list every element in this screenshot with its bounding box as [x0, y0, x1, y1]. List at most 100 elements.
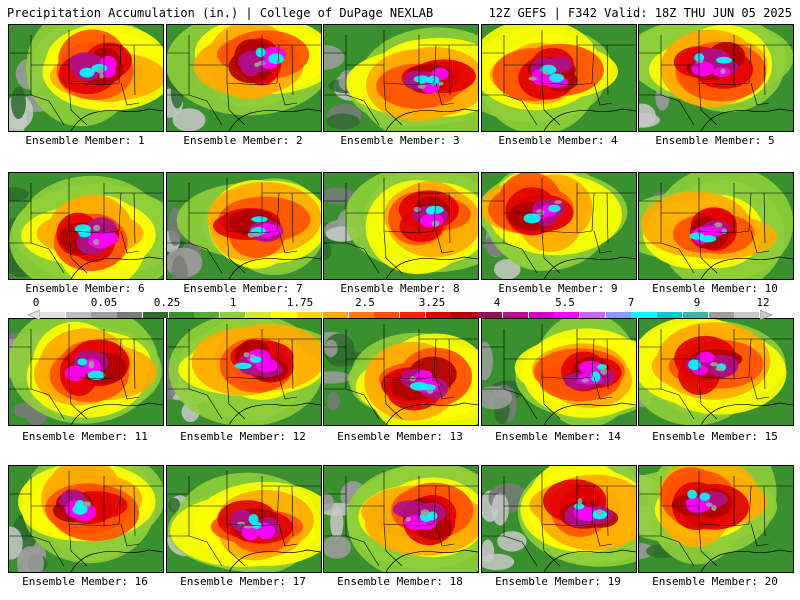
member-map-panel [8, 24, 164, 132]
colorbar-tick-label: 1 [229, 296, 237, 309]
member-caption: Ensemble Member: 9 [498, 282, 618, 295]
precip-map [324, 466, 478, 572]
colorbar-tick-label: 4 [493, 296, 501, 309]
colorbar-tick-label: 0.25 [153, 296, 181, 309]
precip-map [482, 173, 636, 279]
member-caption: Ensemble Member: 13 [337, 430, 463, 443]
member-caption: Ensemble Member: 12 [180, 430, 306, 443]
member-map-panel [481, 465, 637, 573]
colorbar-tick-label: 2.5 [355, 296, 375, 309]
colorbar-swatch [297, 312, 324, 318]
colorbar-swatch [374, 312, 401, 318]
member-map-panel [481, 172, 637, 280]
member-map-panel [8, 465, 164, 573]
chart-title: Precipitation Accumulation (in.) | Colle… [7, 6, 434, 20]
precip-map [324, 173, 478, 279]
colorbar-swatch [348, 312, 375, 318]
run-valid-time: 12Z GEFS | F342 Valid: 18Z THU JUN 05 20… [488, 6, 792, 20]
colorbar-swatch [168, 312, 195, 318]
precip-map [639, 466, 793, 572]
member-caption: Ensemble Member: 10 [652, 282, 778, 295]
colorbar-tick-label: 1.75 [286, 296, 314, 309]
precip-map [9, 25, 163, 131]
colorbar-swatch [734, 312, 761, 318]
colorbar-swatch [708, 312, 735, 318]
precip-map [482, 319, 636, 425]
precip-map [324, 25, 478, 131]
colorbar-swatch [117, 312, 144, 318]
colorbar-tick-label: 3.25 [418, 296, 446, 309]
member-map-panel [166, 465, 322, 573]
member-caption: Ensemble Member: 15 [652, 430, 778, 443]
colorbar-swatch [425, 312, 452, 318]
colorbar-tick-label: 0.05 [90, 296, 118, 309]
colorbar-swatch [142, 312, 170, 318]
precip-map [167, 25, 321, 131]
member-map-panel [166, 172, 322, 280]
member-map-panel [166, 318, 322, 426]
member-map-panel [166, 24, 322, 132]
colorbar-swatch [400, 312, 427, 318]
colorbar-tick-label: 7 [627, 296, 635, 309]
precip-map [9, 466, 163, 572]
colorbar-swatch [657, 312, 684, 318]
member-caption: Ensemble Member: 1 [25, 134, 145, 147]
colorbar-tick-label: 12 [756, 296, 770, 309]
member-caption: Ensemble Member: 3 [340, 134, 460, 147]
member-map-panel [8, 318, 164, 426]
member-map-panel [323, 24, 479, 132]
colorbar-swatch [322, 312, 350, 318]
colorbar-swatch [528, 312, 555, 318]
colorbar-swatch [271, 312, 298, 318]
member-caption: Ensemble Member: 2 [183, 134, 303, 147]
precip-map [167, 319, 321, 425]
colorbar-tick-label: 9 [693, 296, 701, 309]
member-map-panel [8, 172, 164, 280]
member-caption: Ensemble Member: 18 [337, 575, 463, 588]
precip-map [482, 25, 636, 131]
member-caption: Ensemble Member: 14 [495, 430, 621, 443]
precip-map [482, 466, 636, 572]
member-map-panel [323, 465, 479, 573]
colorbar-swatch [91, 312, 118, 318]
member-map-panel [638, 24, 794, 132]
colorbar-swatch [554, 312, 581, 318]
member-map-panel [323, 318, 479, 426]
colorbar-left-arrow [28, 310, 40, 320]
member-caption: Ensemble Member: 5 [655, 134, 775, 147]
member-caption: Ensemble Member: 4 [498, 134, 618, 147]
colorbar-swatch [580, 312, 607, 318]
colorbar-right-arrow [760, 310, 772, 320]
colorbar-swatch [682, 312, 710, 318]
colorbar-swatch [605, 312, 632, 318]
colorbar-swatch [477, 312, 504, 318]
member-caption: Ensemble Member: 20 [652, 575, 778, 588]
member-map-panel [481, 24, 637, 132]
member-map-panel [323, 172, 479, 280]
member-map-panel [481, 318, 637, 426]
colorbar-swatch [220, 312, 247, 318]
colorbar-swatch [194, 312, 221, 318]
precip-map [167, 173, 321, 279]
colorbar-swatch [502, 312, 530, 318]
member-caption: Ensemble Member: 8 [340, 282, 460, 295]
precip-map [324, 319, 478, 425]
precipitation-colorbar [40, 312, 761, 318]
colorbar-swatch [40, 312, 67, 318]
precip-map [639, 319, 793, 425]
member-caption: Ensemble Member: 19 [495, 575, 621, 588]
colorbar-tick-label: 0 [32, 296, 40, 309]
precip-map [9, 319, 163, 425]
member-map-panel [638, 172, 794, 280]
colorbar-swatch [451, 312, 478, 318]
member-map-panel [638, 318, 794, 426]
member-caption: Ensemble Member: 17 [180, 575, 306, 588]
colorbar-swatch [245, 312, 272, 318]
member-map-panel [638, 465, 794, 573]
member-caption: Ensemble Member: 7 [183, 282, 303, 295]
member-caption: Ensemble Member: 11 [22, 430, 148, 443]
precip-map [9, 173, 163, 279]
colorbar-swatch [631, 312, 658, 318]
precip-map [167, 466, 321, 572]
colorbar-tick-label: 5.5 [555, 296, 575, 309]
